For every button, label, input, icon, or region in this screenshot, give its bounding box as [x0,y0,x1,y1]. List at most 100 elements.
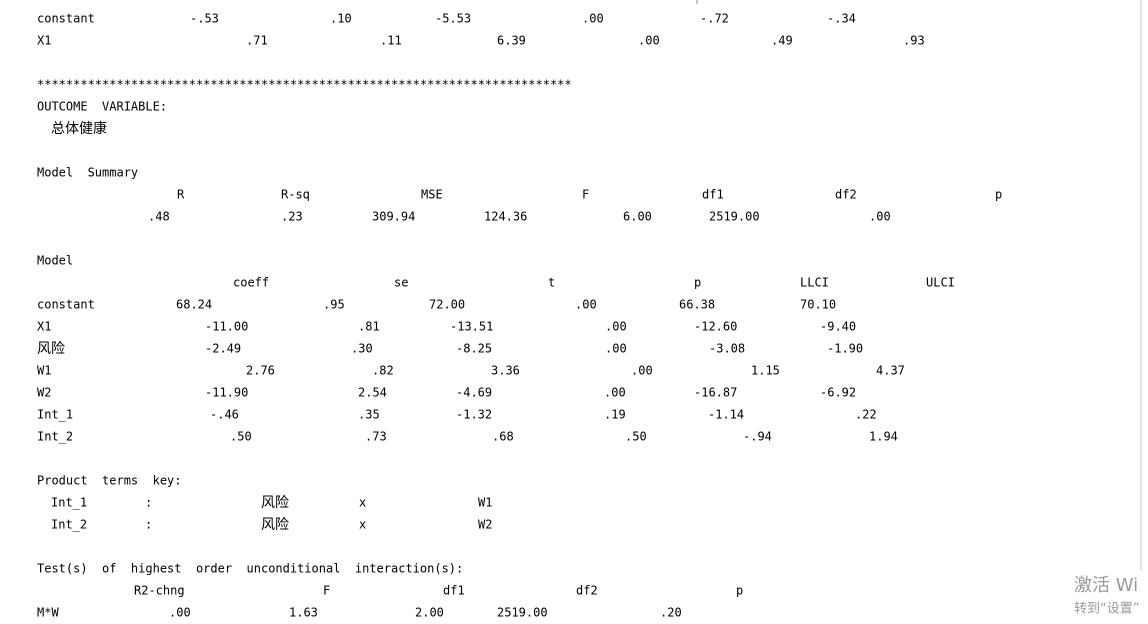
column-header: F [323,584,330,598]
column-header: F [582,188,589,202]
table-cell: W1 [37,364,51,378]
table-cell: .00 [575,298,597,312]
table-cell: 6.39 [497,34,526,48]
table-cell: .68 [492,430,514,444]
table-cell: .00 [582,12,604,26]
table-cell: .93 [903,34,925,48]
table-cell: 2519.00 [497,606,548,620]
column-header: p [694,276,701,290]
table-cell: Int_2 [51,518,87,532]
table-cell: 3.36 [491,364,520,378]
column-header: df2 [576,584,598,598]
table-cell: .48 [148,210,170,224]
table-cell: .00 [638,34,660,48]
section-title: Product terms key: [37,474,182,488]
table-cell: 68.24 [176,298,212,312]
table-cell: 2.54 [358,386,387,400]
table-cell: -11.00 [205,320,248,334]
table-cell: constant [37,298,95,312]
table-cell: 1.15 [751,364,780,378]
column-header: R2-chng [134,584,185,598]
table-cell: constant [37,12,95,26]
table-cell: .19 [604,408,626,422]
watermark: 转到“设置” [1074,602,1139,617]
column-header: df2 [835,188,857,202]
table-cell: .49 [771,34,793,48]
table-cell: 6.00 [623,210,652,224]
table-cell: -4.69 [456,386,492,400]
column-header: p [995,188,1002,202]
table-cell: 1.94 [869,430,898,444]
table-cell: -1.32 [456,408,492,422]
table-cell: Int_1 [51,496,87,510]
column-header: ULCI [926,276,955,290]
table-cell: -.94 [743,430,772,444]
table-cell: 70.10 [800,298,836,312]
table-cell: 2.76 [246,364,275,378]
table-cell: .00 [605,342,627,356]
column-header: MSE [421,188,443,202]
column-header: LLCI [800,276,829,290]
outcome-variable: 总体健康 [51,120,107,137]
table-cell: x [359,496,366,510]
table-cell: .82 [372,364,394,378]
table-cell: 风险 [261,517,289,533]
table-cell: : [145,518,152,532]
table-cell: 2519.00 [709,210,760,224]
table-cell: 72.00 [429,298,465,312]
watermark: 激活 Wi [1074,575,1138,596]
table-cell: .00 [604,386,626,400]
table-cell: X1 [37,320,51,334]
table-cell: -.72 [700,12,729,26]
table-cell: -8.25 [456,342,492,356]
table-cell: .81 [358,320,380,334]
table-cell: .95 [323,298,345,312]
table-cell: .73 [365,430,387,444]
table-cell: .35 [358,408,380,422]
column-header: se [394,276,408,290]
table-cell: .50 [625,430,647,444]
column-header: R [177,188,185,202]
table-cell: -5.53 [435,12,471,26]
table-cell: -.53 [190,12,219,26]
column-header: coeff [233,276,269,290]
section-title: Model [37,254,73,268]
table-cell: 1.63 [289,606,318,620]
column-header: R-sq [281,188,310,202]
table-cell: .00 [869,210,891,224]
table-cell: .10 [330,12,352,26]
table-cell: W2 [37,386,51,400]
table-cell: M*W [37,606,59,620]
table-cell: 4.37 [876,364,905,378]
table-cell: -9.40 [820,320,856,334]
table-cell: .20 [660,606,682,620]
table-cell: .23 [281,210,303,224]
table-cell: .30 [351,342,373,356]
column-header: t [548,276,555,290]
table-cell: -6.92 [820,386,856,400]
column-header: p [736,584,743,598]
section-label: OUTCOME VARIABLE: [37,100,167,114]
table-cell: .50 [230,430,252,444]
section-title: Model Summary [37,166,138,180]
table-cell: 风险 [261,495,289,511]
column-header: df1 [702,188,724,202]
table-cell: Int_1 [37,408,73,422]
table-cell: -.46 [210,408,239,422]
table-cell: .00 [631,364,653,378]
table-cell: .71 [246,34,268,48]
table-cell: x [359,518,366,532]
section-title: Test(s) of highest order unconditional i… [37,562,463,576]
table-cell: -12.60 [694,320,737,334]
table-cell: -1.90 [827,342,863,356]
table-cell: -.34 [827,12,856,26]
table-cell: 309.94 [372,210,415,224]
table-cell: -3.08 [709,342,745,356]
table-cell: -2.49 [205,342,241,356]
table-cell: -1.14 [708,408,744,422]
table-cell: .00 [169,606,191,620]
table-cell: .00 [605,320,627,334]
table-cell: 风险 [37,341,65,357]
